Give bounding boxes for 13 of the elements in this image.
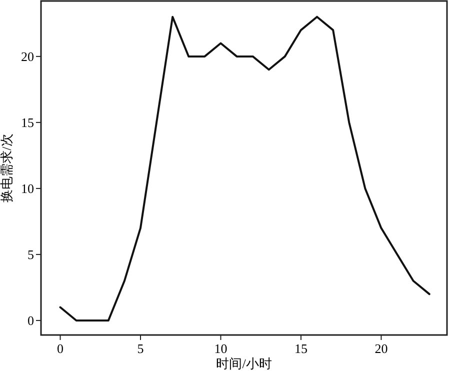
x-tick-label: 20	[374, 341, 388, 356]
x-tick-label: 0	[57, 341, 64, 356]
y-tick-label: 10	[21, 181, 34, 196]
x-tick-label: 5	[137, 341, 144, 356]
y-tick-label: 15	[21, 115, 34, 130]
line-series	[59, 16, 430, 322]
x-tick-label: 10	[214, 341, 228, 356]
y-tick-label: 0	[28, 313, 34, 328]
x-tick-label: 15	[294, 341, 308, 356]
y-tick-label: 5	[28, 247, 34, 262]
y-tick-label: 20	[21, 48, 34, 64]
y-axis-title: 换电需求/次	[0, 134, 14, 202]
x-axis-title: 时间/小时	[216, 356, 272, 371]
